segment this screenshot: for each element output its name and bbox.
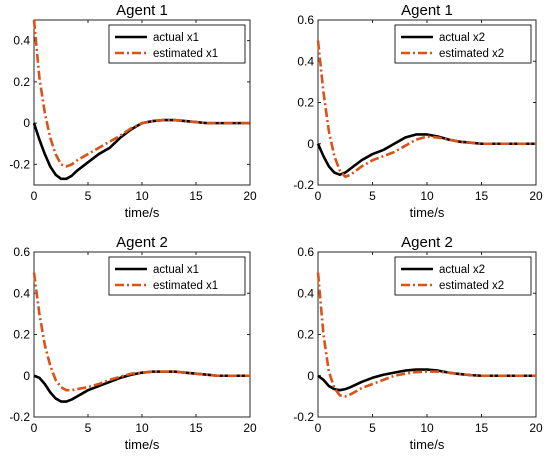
x-axis-label: time/s — [410, 437, 445, 452]
x-tick-label: 5 — [369, 189, 376, 203]
x-tick-label: 10 — [420, 421, 434, 435]
y-tick-label: -0.2 — [9, 157, 30, 171]
y-tick-label: 0.4 — [13, 34, 30, 48]
x-tick-label: 15 — [475, 421, 489, 435]
legend-label: estimated x2 — [439, 48, 504, 60]
x-tick-label: 20 — [243, 189, 257, 203]
series-line-estimated-x1 — [32, 19, 250, 168]
legend — [108, 24, 246, 64]
y-tick-label: -0.2 — [293, 410, 314, 424]
y-tick-label: 0 — [23, 116, 30, 130]
legend-label: estimated x2 — [439, 280, 504, 292]
subplot-4: Agent 20 5 10 15 20-0.200.20.40.6time/sactua… — [293, 234, 543, 452]
subplot-1: Agent 1 0 5 10 15 20 -0.2 0 0.2 0.4 time/s actual x… — [9, 2, 257, 220]
legend — [394, 24, 532, 64]
x-tick-label: 0 — [31, 189, 38, 203]
x-tick-label: 5 — [85, 421, 92, 435]
x-tick-label: 10 — [135, 189, 149, 203]
subplot-3: Agent 20 5 10 15 20-0.200.20.40.6time/sactua… — [9, 234, 257, 452]
subplot-title: Agent 2 — [401, 234, 453, 251]
subplot-title: Agent 1 — [401, 2, 453, 19]
legend — [394, 256, 532, 296]
x-tick-label: 10 — [420, 189, 434, 203]
y-tick-label: 0 — [307, 137, 314, 151]
y-tick-label: 0.6 — [13, 245, 30, 259]
x-tick-label: 5 — [369, 421, 376, 435]
y-tick-label: 0.4 — [297, 286, 314, 300]
legend-label: estimated x1 — [153, 48, 218, 60]
legend-label: actual x1 — [153, 32, 199, 44]
legend-label: actual x2 — [439, 264, 485, 276]
y-tick-label: 0 — [307, 369, 314, 383]
y-tick-label: 0.2 — [297, 96, 314, 110]
y-tick-label: 0.4 — [13, 286, 30, 300]
x-tick-label: 15 — [475, 189, 489, 203]
x-tick-label: 20 — [529, 421, 543, 435]
x-tick-label: 15 — [189, 189, 203, 203]
y-tick-label: -0.2 — [293, 178, 314, 192]
y-tick-label: 0 — [23, 369, 30, 383]
y-tick-label: 0.6 — [297, 245, 314, 259]
series-line-estimated-x2 — [316, 272, 536, 398]
legend-label: actual x1 — [153, 264, 199, 276]
x-tick-label: 5 — [85, 189, 92, 203]
x-tick-label: 0 — [315, 421, 322, 435]
x-tick-label: 0 — [31, 421, 38, 435]
legend — [108, 256, 246, 296]
legend-label: estimated x1 — [153, 280, 218, 292]
x-tick-label: 20 — [529, 189, 543, 203]
legend-label: actual x2 — [439, 32, 485, 44]
subplot-title: Agent 2 — [116, 234, 168, 251]
y-tick-label: -0.2 — [9, 410, 30, 424]
y-tick-label: 0.2 — [13, 75, 30, 89]
x-axis-label: time/s — [125, 205, 160, 220]
x-tick-label: 0 — [315, 189, 322, 203]
y-tick-label: 0.2 — [13, 328, 30, 342]
x-axis-label: time/s — [125, 437, 160, 452]
subplot-2: Agent 10 5 10 15 20-0.200.20.40.6time/sactua… — [293, 2, 543, 220]
x-tick-label: 10 — [135, 421, 149, 435]
y-tick-label: 0.6 — [297, 13, 314, 27]
x-tick-label: 20 — [243, 421, 257, 435]
x-tick-label: 15 — [189, 421, 203, 435]
series-line-estimated-x1 — [32, 272, 250, 392]
series-line-actual-x2 — [316, 133, 536, 176]
x-axis-label: time/s — [410, 205, 445, 220]
y-tick-label: 0.4 — [297, 54, 314, 68]
subplot-title: Agent 1 — [116, 2, 168, 19]
y-tick-label: 0.2 — [297, 328, 314, 342]
